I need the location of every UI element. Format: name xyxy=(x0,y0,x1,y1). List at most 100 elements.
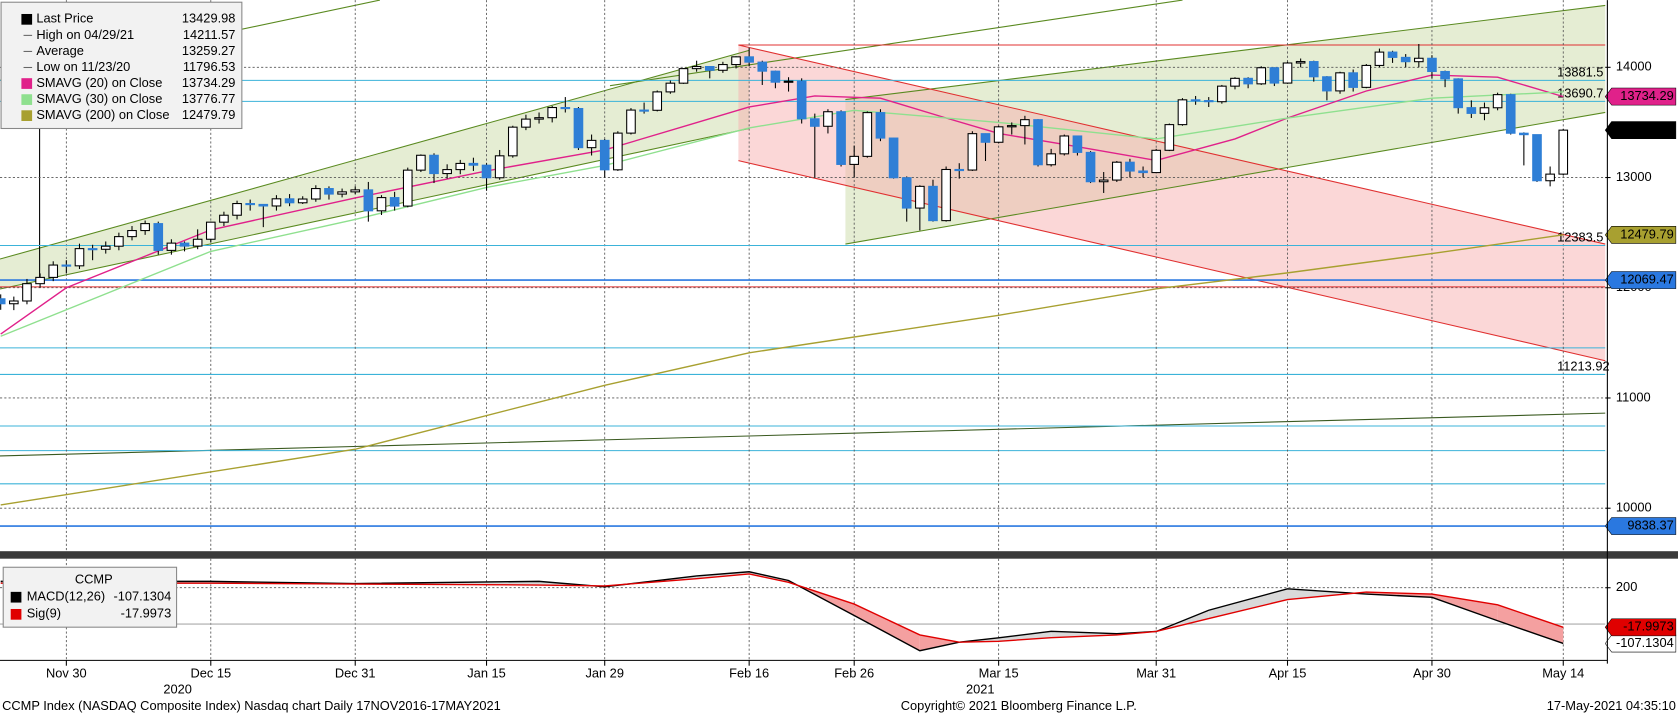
candle-body xyxy=(429,154,439,175)
trend-line xyxy=(0,127,750,290)
candle-body xyxy=(100,245,111,250)
candle-body xyxy=(1125,161,1135,172)
y-tick-label: 13000 xyxy=(1616,169,1652,184)
trend-line xyxy=(845,111,1606,245)
candle-body xyxy=(993,126,1004,143)
candle-body xyxy=(1295,61,1306,64)
candle-body xyxy=(1558,129,1569,175)
candle-body xyxy=(232,203,242,216)
y-tick-label: 10000 xyxy=(1616,500,1652,515)
candle-body xyxy=(1230,77,1240,87)
x-tick-label: Jan 15 xyxy=(467,666,506,681)
macd-histogram-fill xyxy=(1208,588,1288,619)
macd-histogram-fill xyxy=(1497,604,1564,644)
candle-body xyxy=(363,189,374,212)
candle-body xyxy=(770,70,781,83)
candle-body xyxy=(731,56,741,66)
candle-body xyxy=(1059,135,1070,155)
candle-body xyxy=(324,188,334,195)
macd-histogram-fill xyxy=(998,631,1052,642)
candle-body xyxy=(1440,70,1450,80)
x-tick-label: May 14 xyxy=(1542,666,1584,681)
candle-body xyxy=(284,198,295,204)
x-tick-label: Feb 16 xyxy=(729,666,769,681)
candle-body xyxy=(1492,94,1503,109)
macd-histogram-fill xyxy=(1051,631,1117,638)
candle-body xyxy=(1453,78,1464,109)
candle-body xyxy=(179,242,190,247)
candle-body xyxy=(1269,67,1280,84)
legend-value: 11796.53 xyxy=(183,59,236,74)
legend-value: 12479.79 xyxy=(182,107,236,122)
trend-line xyxy=(0,412,1606,457)
candle-body xyxy=(915,185,925,209)
legend-title: CCMP xyxy=(75,571,113,586)
x-tick-label: Apr 30 xyxy=(1413,666,1451,681)
level-label: 11213.92 xyxy=(1557,358,1610,373)
candle-body xyxy=(245,203,255,206)
candle-body xyxy=(389,197,400,207)
candle-body xyxy=(1322,76,1332,92)
x-tick-label: Mar 15 xyxy=(979,666,1019,681)
candle-body xyxy=(1282,62,1293,84)
candle-body xyxy=(494,155,505,179)
candle-body xyxy=(836,111,846,165)
legend-label: Average xyxy=(36,43,84,58)
candle-body xyxy=(665,82,676,93)
candle-body xyxy=(1519,132,1529,136)
candle-body xyxy=(153,223,164,251)
candle-body xyxy=(1111,161,1122,181)
candle-body xyxy=(258,203,269,207)
candle-body xyxy=(1203,100,1214,103)
legend-swatch xyxy=(10,608,22,620)
candle-body xyxy=(1532,134,1542,182)
price-tag xyxy=(1604,226,1677,244)
price-tag xyxy=(1604,517,1677,535)
candle-body xyxy=(0,298,6,305)
footer-left: CCMP Index (NASDAQ Composite Index) Nasd… xyxy=(2,698,501,713)
price-tag xyxy=(1604,634,1677,653)
legend-box xyxy=(2,566,178,628)
downtrend-channel xyxy=(738,45,1606,361)
candle-body xyxy=(140,223,150,232)
candle-body xyxy=(192,238,203,247)
candle-body xyxy=(586,139,597,149)
annotations xyxy=(0,0,1606,485)
legend-box xyxy=(0,1,243,130)
candle-body xyxy=(1414,57,1424,63)
trend-line xyxy=(0,49,750,260)
legend-label: Low on 11/23/20 xyxy=(36,59,130,74)
candle-body xyxy=(718,64,728,71)
price-tag-label: -107.1304 xyxy=(1616,635,1674,650)
year-label: 2020 xyxy=(163,682,192,697)
candle-body xyxy=(1308,61,1319,78)
candle-body xyxy=(1098,179,1109,183)
candle-body xyxy=(166,242,177,251)
candle-body xyxy=(1400,56,1411,63)
legend-label: High on 04/29/21 xyxy=(36,27,134,42)
candle-body xyxy=(573,107,584,149)
candle-body xyxy=(560,107,571,110)
legend-value: 13429.98 xyxy=(182,11,236,26)
legend-value: 13734.29 xyxy=(182,75,236,90)
candle-body xyxy=(1479,107,1490,114)
legend-swatch xyxy=(21,94,33,105)
trend-line xyxy=(609,0,1183,87)
price-tag xyxy=(1604,87,1677,106)
candle-body xyxy=(127,230,137,238)
level-label: 13881.5 xyxy=(1557,64,1603,79)
x-tick-label: Dec 15 xyxy=(190,666,231,681)
candle-body xyxy=(1072,135,1083,153)
candle-body xyxy=(1046,153,1056,166)
candle-body xyxy=(22,283,32,302)
candle-body xyxy=(481,164,492,179)
level-label: 13690.7 xyxy=(1557,85,1603,100)
candle-body xyxy=(1020,119,1030,127)
candle-body xyxy=(1256,67,1267,85)
legend-label: SMAVG (20) on Close xyxy=(36,75,162,90)
candle-body xyxy=(1466,107,1477,114)
x-tick-label: Mar 31 xyxy=(1136,666,1176,681)
candle-body xyxy=(967,133,978,171)
panel-divider xyxy=(0,551,1678,559)
legend-swatch xyxy=(10,591,22,603)
